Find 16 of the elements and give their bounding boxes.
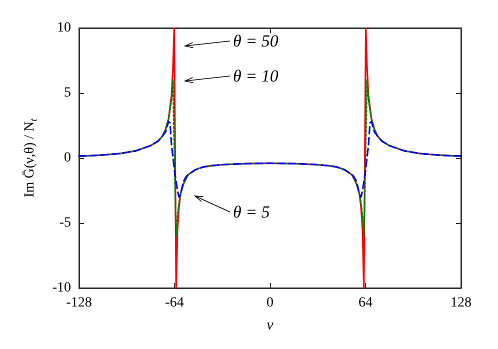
x-axis-title: ν (266, 318, 274, 334)
annotation: θ = 50 (233, 32, 279, 50)
annotation: θ = 10 (233, 66, 279, 86)
y-tick-label: 0 (64, 150, 71, 166)
x-tick-label: 128 (450, 296, 472, 310)
line-series (78, 120, 462, 198)
x-tick-label: -64 (165, 296, 184, 310)
y-axis-title: Im Ḡ(ν,θ) / Nt (22, 118, 40, 198)
annotation: θ = 5 (233, 202, 270, 222)
y-tick-label: 10 (57, 20, 71, 36)
y-tick-label: -5 (59, 216, 71, 230)
y-tick-label: -10 (52, 280, 71, 296)
y-tick-label: 5 (64, 86, 71, 100)
x-tick-label: 64 (358, 296, 372, 310)
x-tick-label: -128 (66, 296, 92, 310)
x-tick-label: 0 (266, 296, 274, 310)
